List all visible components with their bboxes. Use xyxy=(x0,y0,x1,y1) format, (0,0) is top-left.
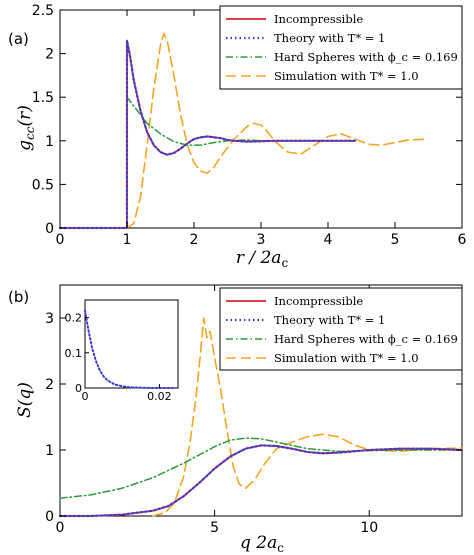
panel-a-x-axis-label: r / 2ac xyxy=(236,248,289,270)
x-tick-label: 0 xyxy=(56,520,65,536)
panel-b-x-axis-label: q 2ac xyxy=(240,533,284,555)
inset-frame xyxy=(84,299,179,389)
panel-a-label: (a) xyxy=(8,30,29,48)
legend-label: Simulation with T* = 1.0 xyxy=(274,351,419,365)
y-tick-label: 0 xyxy=(45,221,54,237)
series-line-dashed xyxy=(151,317,463,517)
panel-a-series xyxy=(58,32,430,230)
series-line-dotted xyxy=(58,444,464,518)
y-tick-label: 2 xyxy=(45,47,54,63)
series-line-dashdot xyxy=(126,96,329,229)
panel-a: 0 1 2 3 4 5 6 0 0.5 1 1.5 2 2.5 (a) gcc(r) r / 2ac I… xyxy=(8,3,467,270)
y-tick-label: 0 xyxy=(45,509,54,525)
x-tick-label: 10 xyxy=(360,520,378,536)
inset-y-tick-label: 0.1 xyxy=(65,347,83,360)
inset-series-line xyxy=(84,309,176,389)
inset-x-tick-label: 0.02 xyxy=(147,390,172,403)
y-tick-label: 3 xyxy=(45,311,54,327)
legend-label: Theory with T* = 1 xyxy=(274,313,385,327)
x-tick-label: 5 xyxy=(391,232,400,248)
x-tick-label: 1 xyxy=(123,232,132,248)
panel-b-inset: 0 0.02 0 0.1 0.2 xyxy=(65,299,179,403)
svg-text:r / 2ac: r / 2ac xyxy=(236,248,289,270)
legend-label: Incompressible xyxy=(274,12,363,26)
panel-a-ticks: 0 1 2 3 4 5 6 0 0.5 1 1.5 2 2.5 xyxy=(32,3,467,248)
inset-y-tick-label: 0.2 xyxy=(65,312,83,325)
inset-series xyxy=(84,309,176,389)
x-tick-label: 3 xyxy=(257,232,266,248)
series-line-solid xyxy=(59,444,463,517)
y-tick-label: 2.5 xyxy=(32,3,54,19)
panel-b-y-axis-label: S(q) xyxy=(15,382,35,418)
panel-b: 0 5 10 0 1 2 3 (b) S(q) q 2ac Incompressible Th… xyxy=(8,284,464,555)
y-tick-label: 1 xyxy=(45,443,54,459)
svg-text:S(q): S(q) xyxy=(15,382,35,418)
svg-text:q 2ac: q 2ac xyxy=(240,533,284,555)
panel-a-y-axis-label: gcc(r) xyxy=(15,105,37,151)
inset-x-tick-label: 0 xyxy=(82,390,89,403)
y-tick-label: 1 xyxy=(45,134,54,150)
y-tick-label: 0.5 xyxy=(32,177,54,193)
legend-label: Theory with T* = 1 xyxy=(274,31,385,45)
panel-b-frame xyxy=(59,284,463,517)
series-line-dashed xyxy=(126,32,430,229)
legend-label: Hard Spheres with ϕ_c = 0.169 xyxy=(274,50,458,64)
y-tick-label: 1.5 xyxy=(32,90,54,106)
legend-label: Incompressible xyxy=(274,294,363,308)
panel-b-ticks: 0 5 10 0 1 2 3 xyxy=(45,285,462,536)
x-tick-label: 5 xyxy=(210,520,219,536)
panel-b-label: (b) xyxy=(8,288,29,306)
series-line-dotted xyxy=(58,39,356,230)
svg-text:gcc(r): gcc(r) xyxy=(15,105,37,151)
series-line-dashdot xyxy=(59,437,463,499)
x-tick-label: 6 xyxy=(458,232,467,248)
x-tick-label: 4 xyxy=(324,232,333,248)
panel-b-series xyxy=(58,317,464,518)
legend-label: Hard Spheres with ϕ_c = 0.169 xyxy=(274,332,458,346)
panel-b-legend: Incompressible Theory with T* = 1 Hard Sph… xyxy=(219,287,463,371)
legend-label: Simulation with T* = 1.0 xyxy=(274,69,419,83)
panel-a-legend: Incompressible Theory with T* = 1 Hard Sph… xyxy=(219,5,463,90)
y-tick-label: 2 xyxy=(45,377,54,393)
inset-ticks: 0 0.02 0 0.1 0.2 xyxy=(65,312,172,403)
x-tick-label: 2 xyxy=(190,232,199,248)
x-tick-label: 0 xyxy=(56,232,65,248)
inset-y-tick-label: 0 xyxy=(75,382,82,395)
